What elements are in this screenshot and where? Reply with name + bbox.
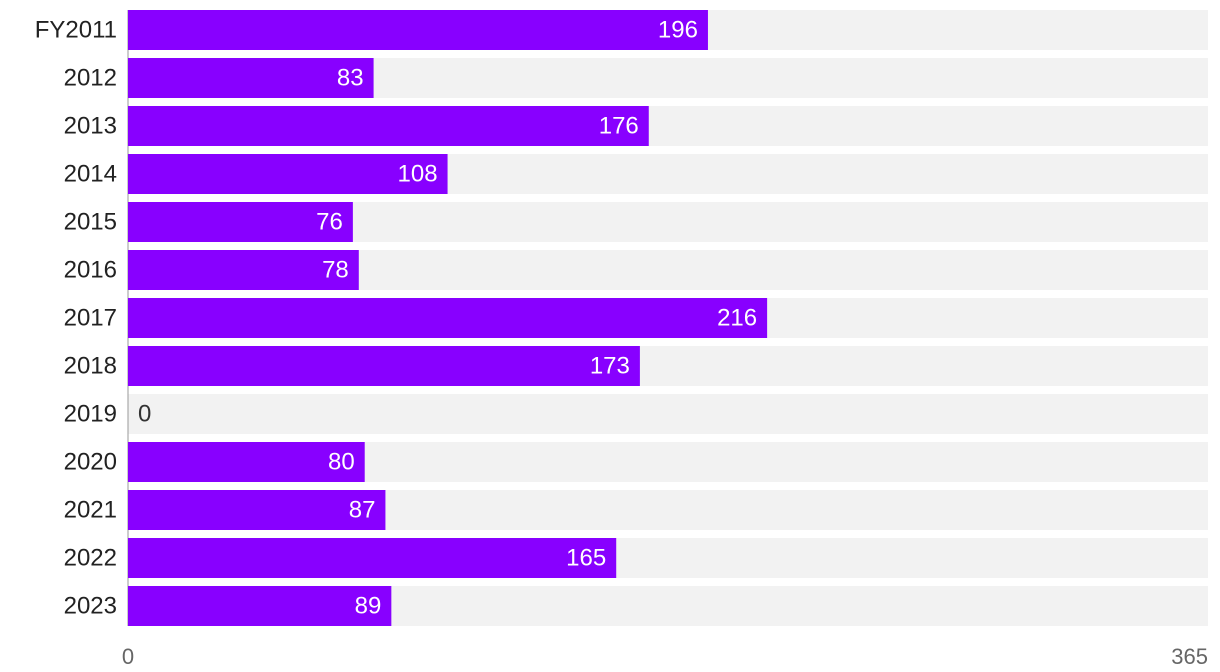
y-tick-label: FY2011 [35, 16, 117, 43]
value-label: 0 [138, 400, 151, 427]
bar [128, 442, 365, 482]
bar [128, 202, 353, 242]
x-tick-label: 365 [1171, 644, 1208, 669]
bar [128, 106, 649, 146]
y-tick-label: 2018 [64, 352, 117, 379]
y-tick-label: 2017 [64, 304, 117, 331]
y-tick-label: 2023 [64, 592, 117, 619]
value-label: 78 [322, 256, 349, 283]
bar [128, 538, 617, 578]
bar [128, 154, 448, 194]
value-label: 216 [717, 304, 757, 331]
value-label: 196 [658, 16, 698, 43]
y-tick-label: 2020 [64, 448, 117, 475]
bar [128, 490, 386, 530]
bar [128, 346, 640, 386]
value-label: 76 [316, 208, 343, 235]
value-label: 108 [398, 160, 438, 187]
bar [128, 298, 768, 338]
y-tick-label: 2015 [64, 208, 117, 235]
bar [128, 250, 359, 290]
x-tick-label: 0 [122, 644, 134, 669]
bar [128, 58, 374, 98]
y-tick-label: 2012 [64, 64, 117, 91]
y-tick-label: 2021 [64, 496, 117, 523]
y-tick-label: 2019 [64, 400, 117, 427]
value-label: 87 [349, 496, 376, 523]
bar-track [128, 394, 1208, 434]
y-tick-label: 2022 [64, 544, 117, 571]
value-label: 173 [590, 352, 630, 379]
value-label: 165 [566, 544, 606, 571]
value-label: 83 [337, 64, 364, 91]
y-tick-label: 2013 [64, 112, 117, 139]
value-label: 80 [328, 448, 355, 475]
bar [128, 586, 392, 626]
y-tick-label: 2016 [64, 256, 117, 283]
bar [128, 10, 708, 50]
y-tick-label: 2014 [64, 160, 117, 187]
value-label: 89 [355, 592, 382, 619]
value-label: 176 [599, 112, 639, 139]
